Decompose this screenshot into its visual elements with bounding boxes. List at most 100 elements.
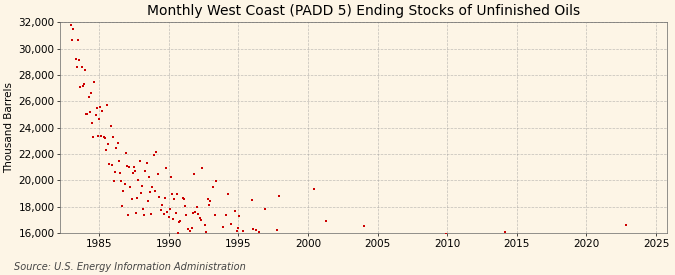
Point	[194, 238, 205, 242]
Point	[111, 145, 122, 150]
Point	[349, 238, 360, 242]
Point	[271, 227, 282, 232]
Point	[196, 218, 207, 223]
Point	[637, 238, 647, 242]
Point	[307, 238, 318, 242]
Point	[493, 238, 504, 242]
Point	[355, 238, 366, 242]
Point	[628, 238, 639, 242]
Point	[402, 238, 413, 242]
Point	[557, 238, 568, 242]
Point	[289, 238, 300, 242]
Point	[243, 238, 254, 242]
Point	[437, 238, 448, 242]
Point	[322, 238, 333, 242]
Point	[175, 218, 186, 223]
Point	[161, 166, 171, 170]
Point	[217, 238, 227, 242]
Point	[149, 188, 160, 193]
Point	[396, 238, 407, 242]
Point	[644, 238, 655, 242]
Point	[495, 238, 506, 242]
Point	[257, 238, 268, 242]
Point	[320, 238, 331, 242]
Point	[473, 238, 484, 242]
Point	[367, 238, 377, 242]
Point	[182, 238, 192, 242]
Point	[441, 231, 452, 236]
Point	[342, 238, 353, 242]
Point	[223, 192, 234, 196]
Point	[588, 238, 599, 242]
Point	[396, 238, 406, 242]
Point	[375, 235, 385, 239]
Point	[429, 238, 440, 242]
Point	[86, 120, 97, 125]
Point	[633, 238, 644, 242]
Point	[562, 238, 573, 242]
Point	[157, 238, 168, 242]
Point	[359, 238, 370, 242]
Point	[559, 238, 570, 242]
Point	[206, 238, 217, 242]
Point	[239, 238, 250, 242]
Point	[267, 238, 277, 242]
Point	[514, 238, 524, 242]
Point	[610, 238, 621, 242]
Point	[549, 238, 560, 242]
Point	[608, 238, 618, 242]
Point	[350, 238, 361, 242]
Point	[279, 238, 290, 242]
Point	[340, 238, 350, 242]
Point	[319, 238, 329, 242]
Point	[475, 238, 486, 242]
Point	[384, 238, 395, 242]
Point	[531, 238, 542, 242]
Point	[252, 238, 263, 242]
Point	[517, 238, 528, 242]
Point	[192, 212, 203, 217]
Point	[286, 238, 297, 242]
Point	[99, 136, 110, 140]
Point	[449, 238, 460, 242]
Point	[388, 238, 399, 242]
Point	[142, 199, 153, 203]
Point	[508, 238, 519, 242]
Point	[186, 226, 197, 230]
Point	[404, 238, 415, 242]
Point	[277, 238, 288, 242]
Point	[596, 238, 607, 242]
Point	[408, 238, 419, 242]
Point	[242, 238, 253, 242]
Point	[148, 153, 159, 158]
Point	[173, 220, 184, 224]
Point	[113, 159, 124, 164]
Point	[133, 177, 144, 182]
Point	[460, 238, 471, 242]
Point	[159, 212, 169, 216]
Point	[84, 110, 95, 114]
Point	[327, 238, 338, 242]
Point	[565, 238, 576, 242]
Point	[315, 238, 326, 242]
Point	[351, 238, 362, 242]
Point	[459, 238, 470, 242]
Point	[465, 238, 476, 242]
Point	[502, 238, 513, 242]
Point	[144, 175, 155, 179]
Point	[647, 238, 658, 242]
Point	[427, 238, 437, 242]
Point	[589, 238, 600, 242]
Point	[94, 116, 105, 121]
Point	[620, 223, 631, 227]
Point	[448, 238, 458, 242]
Point	[276, 238, 287, 242]
Point	[360, 238, 371, 242]
Point	[472, 238, 483, 242]
Point	[256, 235, 267, 240]
Point	[306, 238, 317, 242]
Point	[394, 238, 405, 242]
Point	[80, 68, 90, 72]
Point	[504, 238, 514, 242]
Point	[518, 238, 529, 242]
